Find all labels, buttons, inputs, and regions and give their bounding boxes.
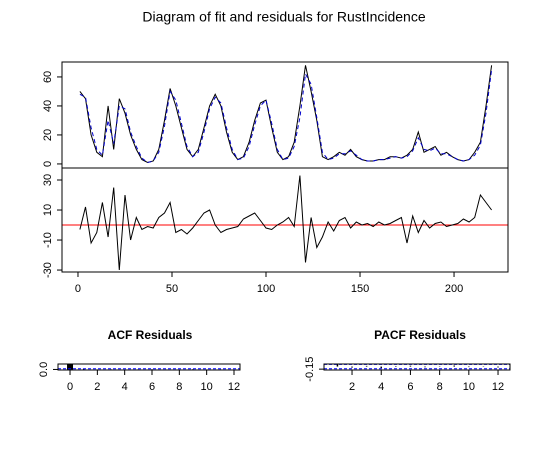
x-tick-label: 10 [201,381,213,393]
y-tick-label: -30 [42,262,54,278]
x-tick-label: 6 [149,381,155,393]
x-tick-label: 12 [228,381,240,393]
x-tick-label: 2 [94,381,100,393]
x-tick-label: 100 [257,283,275,295]
x-tick-label: 4 [378,381,384,393]
series-line [79,175,493,271]
y-tick-label: 0.0 [38,362,50,377]
series-line [79,69,493,164]
chart-title: PACF Residuals [374,328,466,342]
plot-frame [57,363,241,371]
x-tick-label: 2 [349,381,355,393]
x-tick-label: 6 [407,381,413,393]
y-tick-label: 20 [42,129,54,141]
x-tick-label: 8 [176,381,182,393]
x-tick-label: 12 [492,381,504,393]
x-tick-label: 10 [463,381,475,393]
plot-frame [323,363,511,371]
x-tick-label: 200 [445,283,463,295]
y-tick-label: 10 [42,204,54,216]
x-tick-label: 150 [351,283,369,295]
y-tick-label: 60 [42,71,54,83]
y-tick-label: 0 [42,161,54,167]
x-tick-label: 50 [166,283,178,295]
x-tick-label: 4 [122,381,128,393]
y-tick-label: 40 [42,100,54,112]
chart-title: Diagram of fit and residuals for RustInc… [142,9,425,25]
y-tick-label: -10 [42,232,54,248]
plot-frame [61,167,509,273]
y-tick-label: -0.15 [304,357,316,382]
x-tick-label: 0 [67,381,73,393]
x-tick-label: 0 [75,283,81,295]
y-tick-label: 30 [42,174,54,186]
chart-title: ACF Residuals [108,328,193,342]
x-tick-label: 8 [437,381,443,393]
